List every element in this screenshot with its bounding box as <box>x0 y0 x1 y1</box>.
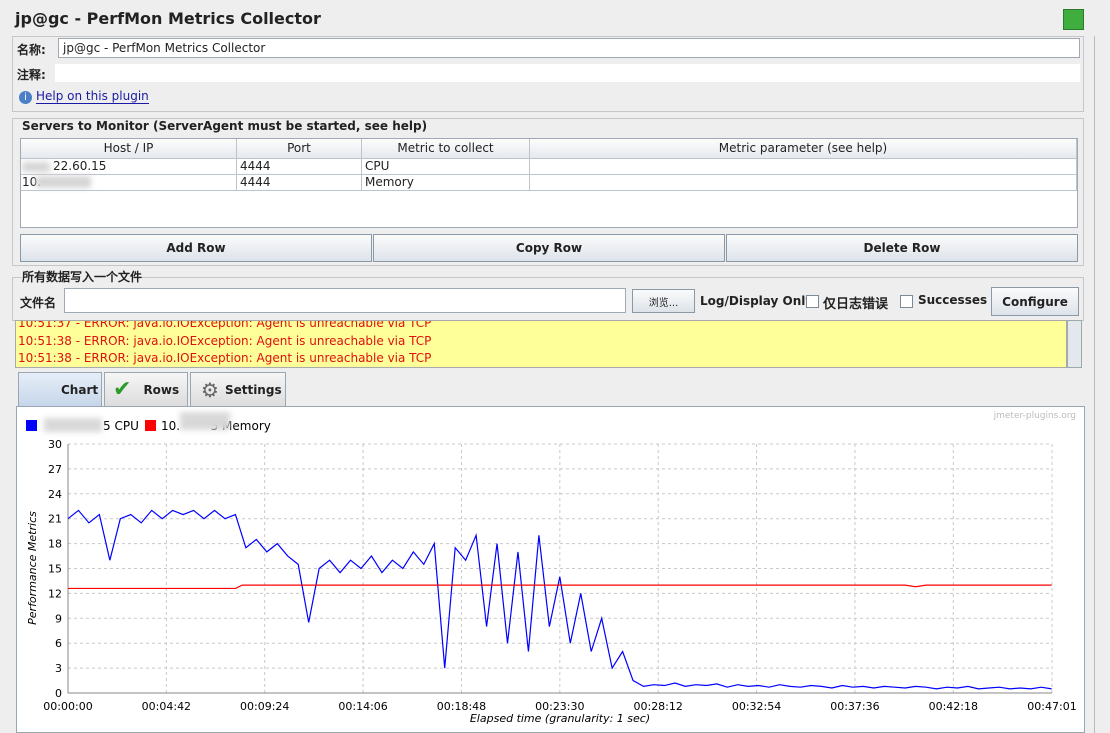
y-tick-label: 18 <box>48 538 62 551</box>
tab-label: Settings <box>224 382 282 397</box>
x-tick-label: 00:04:42 <box>142 700 191 713</box>
table-cell <box>530 159 1077 175</box>
settings-tab[interactable]: ⚙ Settings <box>190 372 286 406</box>
legend-label: 5 CPU <box>103 419 139 433</box>
table-cell: 4444 <box>237 175 362 191</box>
table-button[interactable]: Delete Row <box>726 234 1078 262</box>
errors-label: 仅日志错误 <box>823 297 889 312</box>
configure-button[interactable]: Configure <box>991 287 1079 316</box>
series-line <box>68 584 1052 590</box>
chart-border <box>16 406 1085 733</box>
errors-checkbox[interactable] <box>806 295 819 308</box>
y-tick-label: 3 <box>55 662 62 675</box>
y-tick-label: 12 <box>48 587 62 600</box>
legend-swatch <box>145 420 156 431</box>
redacted <box>36 176 91 188</box>
name-label: 名称: <box>17 43 46 57</box>
x-tick-label: 00:23:30 <box>535 700 584 713</box>
x-tick-label: 00:09:24 <box>240 700 289 713</box>
servers-group <box>12 118 1084 266</box>
file-label: 文件名 <box>20 296 57 310</box>
y-tick-label: 6 <box>55 637 62 650</box>
maximize-icon[interactable] <box>1063 9 1084 30</box>
x-tick-label: 00:32:54 <box>732 700 781 713</box>
window-edge <box>1094 36 1095 733</box>
comment-input[interactable] <box>55 64 1080 82</box>
table-cell: Memory <box>362 175 530 191</box>
column-header: Metric to collect <box>362 139 530 159</box>
series-line <box>67 509 1052 690</box>
scrollbar[interactable] <box>1067 320 1082 368</box>
successes-checkbox[interactable] <box>900 295 913 308</box>
table-cell <box>530 175 1077 191</box>
x-tick-label: 00:37:36 <box>830 700 879 713</box>
help-link[interactable]: Help on this plugin <box>36 89 149 104</box>
name-input[interactable]: jp@gc - PerfMon Metrics Collector <box>58 38 1080 58</box>
x-tick-label: 00:47:01 <box>1027 700 1076 713</box>
redacted <box>180 412 230 430</box>
y-tick-label: 27 <box>48 463 62 476</box>
y-tick-label: 0 <box>55 687 62 700</box>
browse-button[interactable]: 浏览... <box>632 289 695 313</box>
log-line: 10:51:38 - ERROR: java.io.IOException: A… <box>18 333 432 348</box>
redacted <box>22 162 50 172</box>
tab-label: Rows <box>143 382 180 397</box>
legend-swatch <box>26 420 37 431</box>
log-line: 10:51:38 - ERROR: java.io.IOException: A… <box>18 351 432 365</box>
check-icon: ✔ <box>113 377 132 402</box>
column-header: Metric parameter (see help) <box>530 139 1077 159</box>
comment-label: 注释: <box>17 68 46 82</box>
y-tick-label: 30 <box>48 438 62 451</box>
tab-label: Chart <box>61 382 99 397</box>
table-button[interactable]: Copy Row <box>373 234 725 262</box>
redacted <box>44 418 102 432</box>
column-header: Port <box>237 139 362 159</box>
table-cell: CPU <box>362 159 530 175</box>
file-input[interactable] <box>64 288 626 313</box>
rows-tab[interactable]: ✔ Rows <box>104 372 188 406</box>
x-tick-label: 00:00:00 <box>43 700 92 713</box>
table-button[interactable]: Add Row <box>20 234 372 262</box>
file-title: 所有数据写入一个文件 <box>22 268 143 285</box>
watermark: jmeter-plugins.org <box>993 411 1076 421</box>
name-group <box>12 36 1084 112</box>
servers-title: Servers to Monitor (ServerAgent must be … <box>22 119 428 133</box>
y-tick-label: 24 <box>48 488 62 501</box>
info-icon: i <box>19 91 32 104</box>
log-display-label: Log/Display Only: <box>700 294 818 308</box>
column-header: Host / IP <box>21 139 237 159</box>
x-tick-label: 00:18:48 <box>437 700 486 713</box>
chart: jmeter-plugins.org Elapsed time (granula… <box>16 406 1085 733</box>
gear-icon: ⚙ <box>201 377 219 402</box>
log-line: 10:51:37 - ERROR: java.io.IOException: A… <box>18 320 432 330</box>
x-tick-label: 00:42:18 <box>929 700 978 713</box>
y-tick-label: 15 <box>48 563 62 576</box>
chart-tab[interactable]: Chart <box>18 372 102 406</box>
successes-label: Successes <box>918 293 988 307</box>
x-tick-label: 00:14:06 <box>338 700 387 713</box>
y-tick-label: 21 <box>48 513 62 526</box>
table-cell: 22.60.15 <box>21 159 237 175</box>
y-axis-label: Performance Metrics <box>26 511 39 625</box>
y-tick-label: 9 <box>55 612 62 625</box>
x-tick-label: 00:28:12 <box>633 700 682 713</box>
window-title: jp@gc - PerfMon Metrics Collector <box>15 9 321 28</box>
table-cell: 4444 <box>237 159 362 175</box>
log-area: 10:51:37 - ERROR: java.io.IOException: A… <box>15 320 1067 368</box>
x-axis-label: Elapsed time (granularity: 1 sec) <box>470 712 650 725</box>
